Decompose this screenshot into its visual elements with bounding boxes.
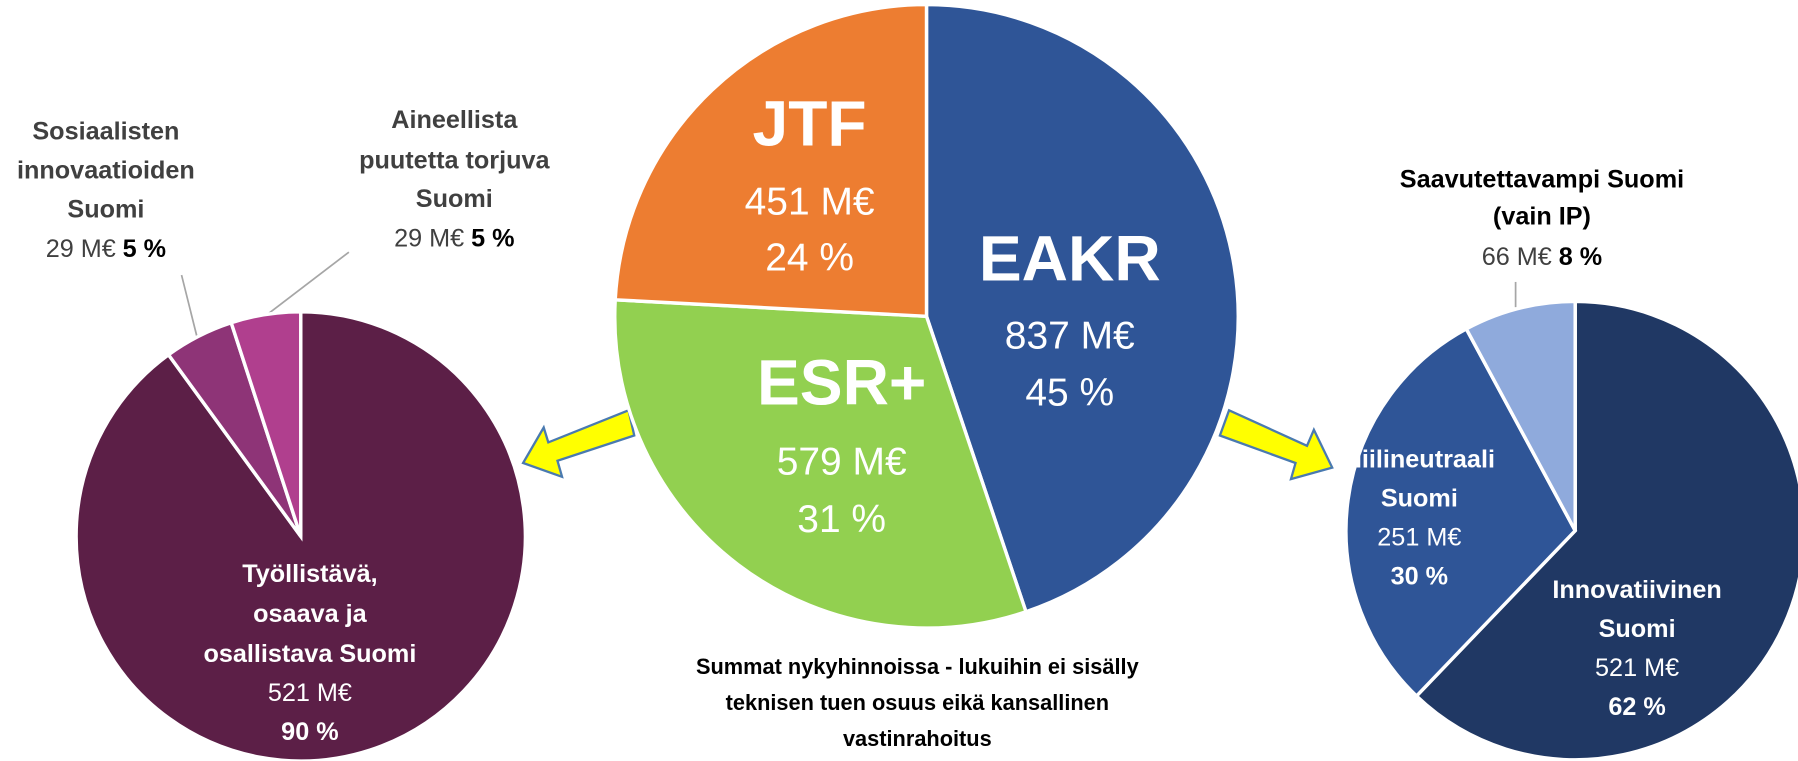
percent-label: 30 %: [1391, 562, 1448, 590]
pie-slice: [1344, 326, 1578, 699]
slice-label: Hiilineutraali: [1344, 445, 1495, 473]
slice-value: 29 M€ 5 %: [46, 235, 166, 263]
value-label: 837 M€: [1005, 314, 1135, 357]
slice-label: innovaatioiden: [17, 157, 195, 185]
leader-line: [180, 274, 199, 340]
slice-value: 29 M€ 5 %: [394, 224, 514, 252]
slice-label: osallistava Suomi: [203, 640, 416, 668]
arrow-right: [1218, 408, 1334, 481]
value-label: 521 M€: [268, 679, 352, 707]
note: Summat nykyhinnoissa - lukuihin ei sisäl…: [696, 654, 1139, 679]
arrow-left: [521, 408, 636, 479]
slice-label: Suomi: [67, 196, 144, 224]
slice-label: EAKR: [979, 223, 1161, 295]
value-label: 29 M€: [46, 235, 116, 263]
slice-label: ESR+: [757, 346, 926, 418]
slice-label: Saavutettavampi Suomi: [1400, 166, 1684, 194]
slice-label: Suomi: [1599, 615, 1676, 643]
slice-label: Suomi: [1381, 484, 1458, 512]
pie-slice: [1414, 299, 1798, 761]
percent-label: 24 %: [765, 236, 854, 279]
slice-label: Suomi: [416, 185, 493, 213]
value-label: 29 M€: [394, 224, 464, 252]
percent-label: 31 %: [797, 498, 886, 541]
percent-label: 8 %: [1559, 243, 1602, 271]
value-label: 251 M€: [1377, 523, 1461, 551]
slice-label: JTF: [753, 87, 867, 159]
value-label: 451 M€: [745, 180, 875, 223]
pie-slice: [613, 297, 1029, 630]
pie-slice: [613, 2, 929, 319]
percent-label: 5 %: [123, 235, 166, 263]
pie-slice: [924, 2, 1240, 614]
pie-slice: [229, 310, 303, 537]
slice-label: Sosiaalisten: [32, 118, 179, 146]
leader-line: [265, 251, 350, 316]
percent-label: 45 %: [1025, 372, 1114, 415]
slice-label: Aineellista: [391, 106, 518, 134]
slice-label: Innovatiivinen: [1552, 576, 1721, 604]
slice-label: osaava ja: [253, 600, 367, 628]
note: vastinrahoitus: [843, 726, 992, 751]
pie-slice: [1464, 299, 1577, 532]
value-label: 579 M€: [777, 440, 907, 483]
value-label: 521 M€: [1595, 654, 1679, 682]
slice-value: 66 M€ 8 %: [1482, 243, 1602, 271]
percent-label: 62 %: [1608, 693, 1665, 721]
slice-label: Työllistävä,: [242, 560, 377, 588]
percent-label: 5 %: [471, 224, 514, 252]
slice-label: puutetta torjuva: [359, 146, 550, 174]
slice-label: (vain IP): [1493, 202, 1591, 230]
value-label: 66 M€: [1482, 243, 1552, 271]
note: teknisen tuen osuus eikä kansallinen: [726, 690, 1109, 715]
percent-label: 90 %: [281, 718, 338, 746]
